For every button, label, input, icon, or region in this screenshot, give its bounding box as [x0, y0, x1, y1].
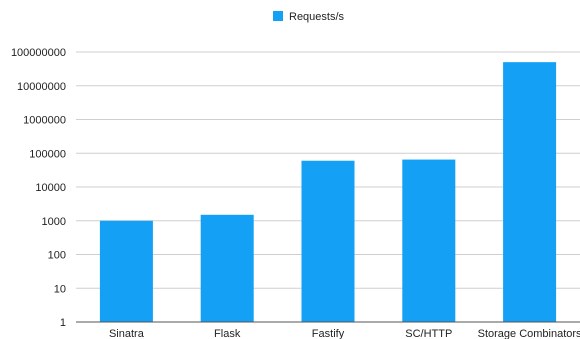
y-axis-ticks: 1 10 100 1000 10000 100000 1000000 10000000 1000… [11, 47, 66, 329]
bars [99, 62, 557, 323]
y-tick-label: 1000000 [23, 115, 66, 127]
x-tick-label: Fastify [312, 328, 345, 339]
x-tick-label: Flask [214, 328, 241, 339]
y-tick-label: 1 [60, 317, 66, 329]
legend-swatch [273, 11, 283, 21]
y-tick-label: 1000 [42, 216, 66, 228]
y-tick-label: 10000000 [17, 81, 66, 93]
y-tick-label: 10 [54, 283, 66, 295]
x-axis-labels: Sinatra Flask Fastify SC/HTTP Storage Combin… [109, 328, 580, 339]
bar [200, 214, 254, 322]
bar [99, 220, 153, 322]
bar [301, 160, 355, 322]
x-tick-label: SC/HTTP [405, 328, 452, 339]
bar [503, 62, 557, 323]
x-tick-label: Storage Combinators [478, 328, 580, 339]
legend: Requests/s [273, 11, 345, 23]
y-tick-label: 100000 [29, 148, 66, 160]
legend-label: Requests/s [289, 11, 345, 23]
y-tick-label: 100 [48, 250, 66, 262]
y-tick-label: 100000000 [11, 47, 66, 59]
x-tick-label: Sinatra [109, 328, 145, 339]
y-tick-label: 10000 [35, 182, 66, 194]
bar [402, 159, 456, 322]
